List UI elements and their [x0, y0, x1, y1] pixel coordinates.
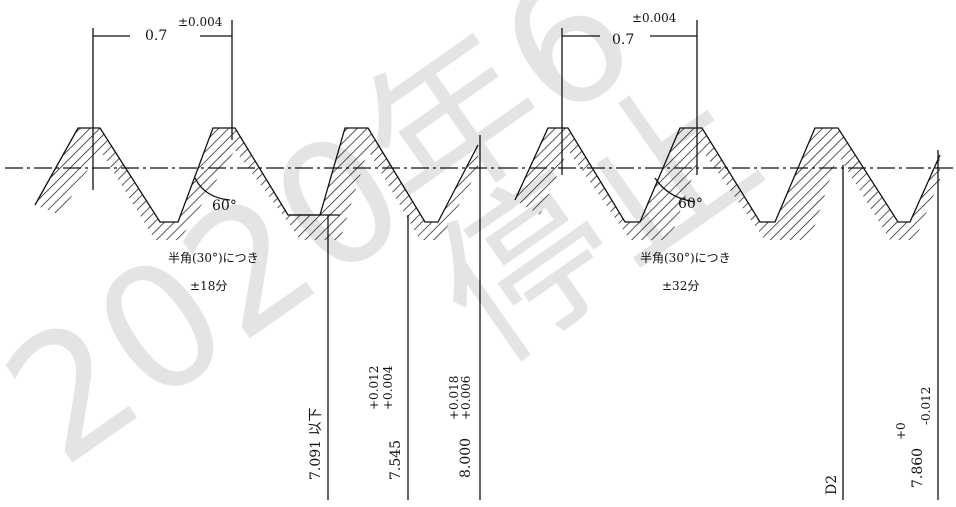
- major-diameter: 8.000: [458, 438, 474, 478]
- half-angle-tolerance: ±32分: [662, 279, 699, 293]
- minor-diameter: 7.091 以下: [308, 407, 324, 480]
- pitch-diameter: D2: [824, 475, 840, 495]
- half-angle-note: 半角(30°)につき: [640, 251, 731, 265]
- pitch: 0.7: [612, 32, 634, 48]
- tolerance-upper: +0.012: [367, 366, 381, 410]
- pitch: 0.7: [145, 28, 167, 44]
- angle: 60°: [212, 198, 237, 214]
- thread-drawing: 2020年6 停止 0.7 ±0.004 60° 半角(30°)につき ±18分…: [0, 0, 956, 507]
- pitch-tolerance: ±0.004: [178, 15, 223, 29]
- angle: 60°: [678, 196, 703, 212]
- tolerance-upper: +0: [894, 422, 908, 440]
- pitch-tolerance: ±0.004: [632, 11, 677, 25]
- half-angle-tolerance: ±18分: [190, 279, 227, 293]
- tolerance-lower: -0.012: [919, 387, 933, 425]
- half-angle-note: 半角(30°)につき: [168, 251, 259, 265]
- tolerance-lower: +0.004: [381, 365, 395, 410]
- tolerance-lower: +0.006: [459, 376, 473, 420]
- pitch-diameter: 7.545: [388, 440, 404, 480]
- major-diameter: 7.860: [910, 448, 926, 488]
